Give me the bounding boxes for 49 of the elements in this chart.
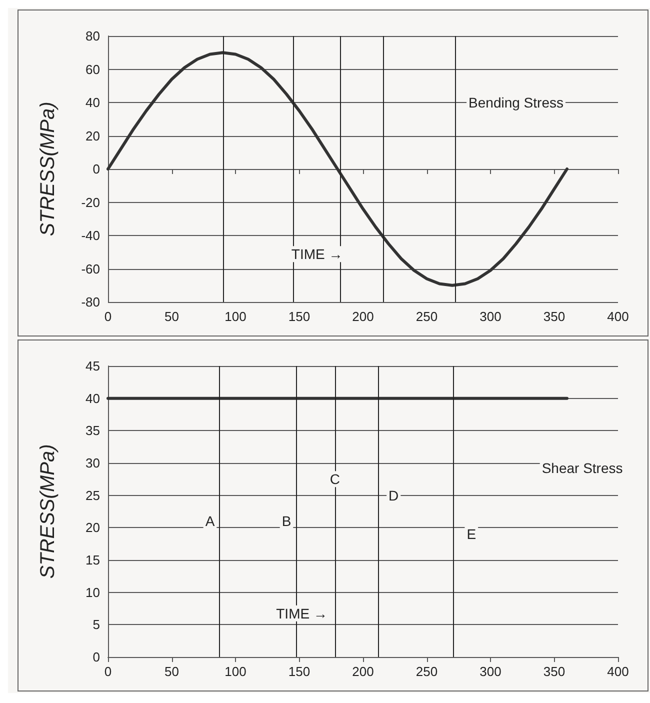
annotation: Bending Stress xyxy=(468,94,564,110)
y-tick-label: 45 xyxy=(86,358,100,374)
x-tick-label: 50 xyxy=(164,664,179,679)
y-tick-label: 40 xyxy=(86,95,100,110)
y-tick-label: -20 xyxy=(81,194,100,210)
y-tick-label: 30 xyxy=(86,456,100,470)
y-tick-label: 20 xyxy=(86,520,100,536)
y-tick-label: 80 xyxy=(86,28,100,44)
x-tick-label: 350 xyxy=(543,309,566,324)
x-tick-label: 100 xyxy=(224,309,246,324)
y-axis-title: STRESS(MPa) xyxy=(37,102,59,236)
annotation: Shear Stress xyxy=(542,460,623,476)
y-tick-label: 0 xyxy=(92,650,100,664)
y-tick-label: 40 xyxy=(86,390,100,406)
annotation: E xyxy=(466,526,476,542)
x-tick-label: 150 xyxy=(288,309,310,324)
x-tick-label: 200 xyxy=(352,309,374,324)
x-tick-label: 0 xyxy=(104,309,112,324)
x-tick-label: 250 xyxy=(416,309,438,324)
x-tick-label: 200 xyxy=(352,664,374,679)
y-tick-label: 15 xyxy=(86,552,100,568)
y-tick-label: -40 xyxy=(81,228,100,243)
y-tick-label: 20 xyxy=(86,128,100,144)
x-tick-label: 300 xyxy=(480,309,502,324)
y-tick-label: 5 xyxy=(92,617,100,632)
x-tick-label: 50 xyxy=(164,309,179,324)
x-tick-label: 300 xyxy=(480,664,502,679)
annotation: TIME → xyxy=(291,246,343,262)
y-tick-label: -60 xyxy=(81,261,100,276)
y-tick-label: 35 xyxy=(86,423,100,438)
x-tick-label: 100 xyxy=(224,664,246,679)
annotation: D xyxy=(388,487,399,504)
y-axis-title: STRESS(MPa) xyxy=(37,444,59,579)
y-tick-label: 25 xyxy=(86,488,100,503)
y-tick-label: 0 xyxy=(92,162,100,176)
annotation: A xyxy=(205,513,216,530)
x-tick-label: 400 xyxy=(607,309,629,324)
line-series xyxy=(106,51,568,287)
x-tick-label: 400 xyxy=(607,664,629,679)
y-tick-label: 60 xyxy=(86,62,100,77)
x-tick-label: 350 xyxy=(543,664,566,679)
x-tick-label: 250 xyxy=(416,664,438,679)
annotation: C xyxy=(330,471,340,488)
y-tick-label: 10 xyxy=(86,584,100,600)
annotation: TIME → xyxy=(276,605,328,622)
x-tick-label: 150 xyxy=(288,664,310,679)
x-tick-label: 0 xyxy=(104,664,112,679)
y-tick-label: -80 xyxy=(81,294,100,310)
annotation: B xyxy=(282,513,292,530)
